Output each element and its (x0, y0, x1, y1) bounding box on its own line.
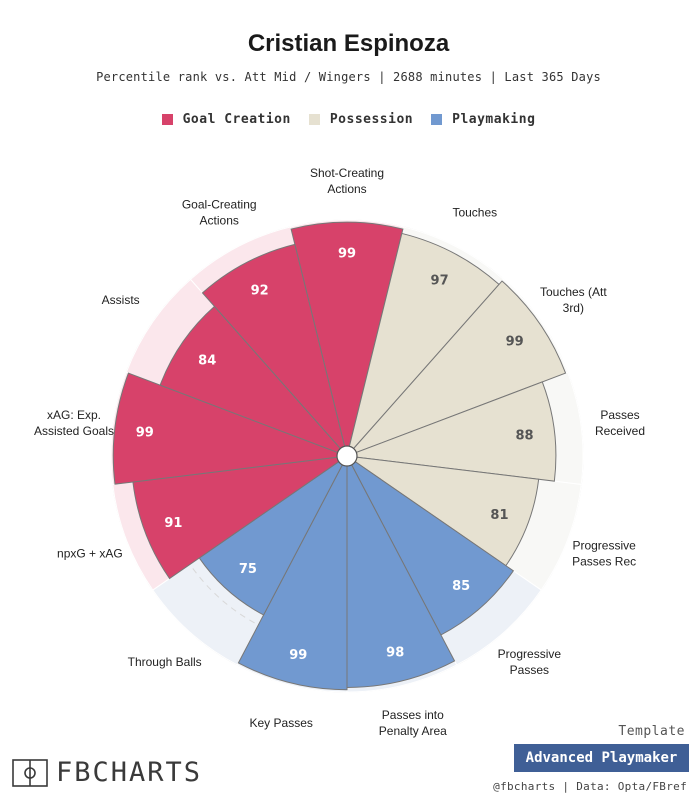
legend-label-playmaking: Playmaking (452, 112, 536, 127)
center-hole (336, 445, 358, 467)
fbcharts-logo: FBCHARTS (12, 757, 202, 788)
legend-swatch-playmaking (431, 114, 443, 125)
chart-subtitle: Percentile rank vs. Att Mid / Wingers | … (96, 70, 601, 84)
legend-label-possession: Possession (329, 112, 414, 127)
template-label: Template (618, 724, 685, 739)
logo-text: FBCHARTS (56, 757, 203, 788)
template-name-badge: Advanced Playmaker (514, 744, 689, 772)
legend-item-possession: Possession (308, 112, 414, 127)
legend-item-playmaking: Playmaking (431, 112, 535, 127)
value-label-assists: 84 (198, 354, 216, 369)
legend-swatch-goal-creation (161, 114, 173, 125)
value-label-passes-into-penalty-area: 98 (386, 646, 404, 661)
category-label-touches: Touches (452, 205, 497, 219)
legend-label-goal-creation: Goal Creation (182, 112, 291, 127)
category-label-progressive-passes-rec: Progressive Passes Rec (572, 539, 636, 569)
value-label-progressive-passes: 85 (452, 579, 470, 594)
category-label-assists: Assists (102, 293, 140, 307)
value-label-progressive-passes-rec: 81 (490, 508, 508, 523)
data-credit: @fbcharts | Data: Opta/FBref (493, 780, 687, 793)
value-label-xag-exp-assisted-goals: 99 (136, 425, 154, 440)
legend-swatch-possession (308, 114, 320, 125)
value-label-touches-att-3rd: 99 (506, 334, 524, 349)
category-label-passes-received: Passes Received (595, 408, 645, 438)
value-label-passes-received: 88 (516, 428, 534, 443)
legend-item-goal-creation: Goal Creation (161, 112, 291, 127)
category-label-xag-exp-assisted-goals: xAG: Exp. Assisted Goals (34, 408, 114, 438)
category-label-goal-creating-actions: Goal-Creating Actions (182, 197, 257, 227)
category-label-npxg-xag: npxG + xAG (57, 547, 123, 561)
value-label-goal-creating-actions: 92 (251, 284, 269, 299)
legend: Goal Creation Possession Playmaking (0, 112, 697, 127)
category-label-progressive-passes: Progressive Passes (498, 647, 562, 677)
pitch-icon (12, 758, 48, 787)
category-label-through-balls: Through Balls (128, 655, 202, 669)
value-label-key-passes: 99 (289, 648, 307, 663)
value-label-npxg-xag: 91 (164, 516, 182, 531)
chart-title: Cristian Espinoza (247, 30, 450, 57)
category-label-key-passes: Key Passes (250, 716, 313, 730)
category-label-passes-into-penalty-area: Passes into Penalty Area (379, 708, 447, 738)
value-label-through-balls: 75 (239, 562, 257, 577)
category-label-touches-att-3rd: Touches (Att 3rd) (540, 285, 607, 315)
category-label-shot-creating-actions: Shot-Creating Actions (310, 166, 384, 196)
value-label-touches: 97 (431, 274, 449, 289)
value-label-shot-creating-actions: 99 (338, 246, 356, 261)
